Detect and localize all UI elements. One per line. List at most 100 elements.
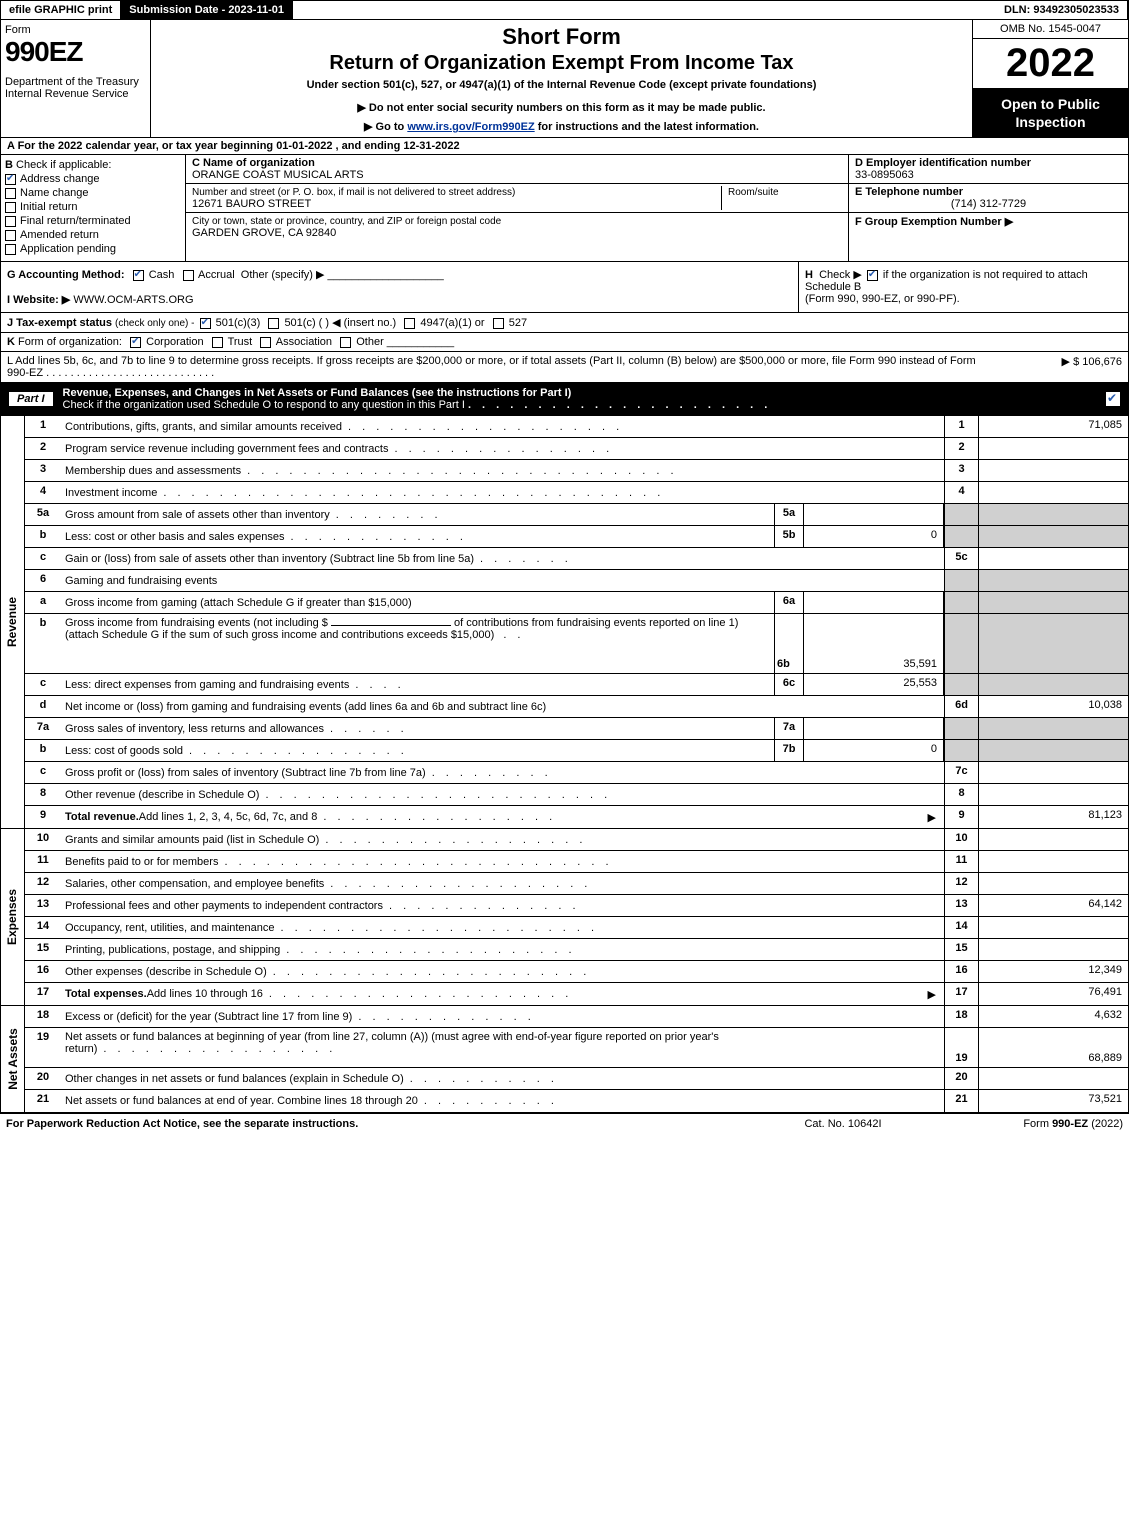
checkbox-trust[interactable] bbox=[212, 337, 223, 348]
line-9: 9Total revenue. Add lines 1, 2, 3, 4, 5c… bbox=[25, 806, 1128, 828]
c-name-label: C Name of organization bbox=[192, 157, 315, 169]
part1-label: Part I bbox=[9, 392, 53, 406]
line-4: 4Investment income. . . . . . . . . . . … bbox=[25, 482, 1128, 504]
line-6a: aGross income from gaming (attach Schedu… bbox=[25, 592, 1128, 614]
h-check-arrow: Check ▶ bbox=[819, 269, 862, 281]
checkbox-name-change[interactable] bbox=[5, 188, 16, 199]
checkbox-527[interactable] bbox=[493, 318, 504, 329]
col-b-check-applicable: B Check if applicable: Address change Na… bbox=[1, 155, 186, 261]
line-3: 3Membership dues and assessments. . . . … bbox=[25, 460, 1128, 482]
label-accrual: Accrual bbox=[198, 269, 235, 281]
checkbox-schedule-o[interactable] bbox=[1106, 392, 1120, 406]
col-def: D Employer identification number 33-0895… bbox=[848, 155, 1128, 261]
line-11: 11Benefits paid to or for members. . . .… bbox=[25, 851, 1128, 873]
form-number: 990EZ bbox=[5, 36, 146, 68]
header-right: OMB No. 1545-0047 2022 Open to Public In… bbox=[973, 20, 1128, 137]
short-form-title: Short Form bbox=[155, 24, 968, 50]
label-other-method: Other (specify) ▶ bbox=[241, 269, 325, 281]
under-section: Under section 501(c), 527, or 4947(a)(1)… bbox=[155, 79, 968, 91]
goto-prefix: ▶ Go to bbox=[364, 121, 407, 133]
website-link[interactable]: WWW.OCM-ARTS.ORG bbox=[73, 294, 193, 306]
expenses-section: Expenses 10Grants and similar amounts pa… bbox=[0, 829, 1129, 1006]
part1-title: Revenue, Expenses, and Changes in Net As… bbox=[63, 387, 1106, 411]
col-c-org-info: C Name of organization ORANGE COAST MUSI… bbox=[186, 155, 848, 261]
label-application-pending: Application pending bbox=[20, 243, 116, 255]
phone-value: (714) 312-7729 bbox=[855, 198, 1122, 210]
tax-year: 2022 bbox=[973, 39, 1128, 89]
checkbox-final-return[interactable] bbox=[5, 216, 16, 227]
d-ein-label: D Employer identification number bbox=[855, 157, 1031, 169]
label-name-change: Name change bbox=[20, 187, 89, 199]
org-name: ORANGE COAST MUSICAL ARTS bbox=[192, 169, 364, 181]
line-20: 20Other changes in net assets or fund ba… bbox=[25, 1068, 1128, 1090]
side-label-net-assets: Net Assets bbox=[1, 1006, 25, 1112]
g-accounting: G Accounting Method: Cash Accrual Other … bbox=[1, 262, 798, 312]
header-left: Form 990EZ Department of the Treasury In… bbox=[1, 20, 151, 137]
irs-link[interactable]: www.irs.gov/Form990EZ bbox=[407, 121, 534, 133]
form-word: Form bbox=[5, 24, 146, 36]
row-l-gross-receipts: L Add lines 5b, 6c, and 7b to line 9 to … bbox=[0, 352, 1129, 383]
street-value: 12671 BAURO STREET bbox=[192, 198, 311, 210]
footer-form-ref: Form 990-EZ (2022) bbox=[943, 1118, 1123, 1130]
l-amount: ▶ $ 106,676 bbox=[982, 355, 1122, 379]
checkbox-cash[interactable] bbox=[133, 270, 144, 281]
line-6b: bGross income from fundraising events (n… bbox=[25, 614, 1128, 674]
goto-suffix: for instructions and the latest informat… bbox=[535, 121, 759, 133]
omb-number: OMB No. 1545-0047 bbox=[973, 20, 1128, 39]
checkbox-corporation[interactable] bbox=[130, 337, 141, 348]
row-j-tax-exempt: J Tax-exempt status (check only one) ‐ 5… bbox=[0, 313, 1129, 333]
line-13: 13Professional fees and other payments t… bbox=[25, 895, 1128, 917]
e-phone-label: E Telephone number bbox=[855, 186, 963, 198]
checkbox-501c3[interactable] bbox=[200, 318, 211, 329]
section-bcdef: B Check if applicable: Address change Na… bbox=[0, 155, 1129, 262]
checkbox-4947[interactable] bbox=[404, 318, 415, 329]
line-5a: 5aGross amount from sale of assets other… bbox=[25, 504, 1128, 526]
street-label: Number and street (or P. O. box, if mail… bbox=[192, 187, 515, 198]
line-18: 18Excess or (deficit) for the year (Subt… bbox=[25, 1006, 1128, 1028]
checkbox-amended-return[interactable] bbox=[5, 230, 16, 241]
h-form-list: (Form 990, 990-EZ, or 990-PF). bbox=[805, 293, 960, 305]
label-501c: 501(c) ( ) ◀ (insert no.) bbox=[284, 317, 396, 329]
row-a-calendar-year: A For the 2022 calendar year, or tax yea… bbox=[0, 138, 1129, 155]
ein-value: 33-0895063 bbox=[855, 169, 914, 181]
checkbox-other-org[interactable] bbox=[340, 337, 351, 348]
checkbox-initial-return[interactable] bbox=[5, 202, 16, 213]
b-label: B bbox=[5, 159, 13, 171]
efile-link[interactable]: efile GRAPHIC print bbox=[1, 1, 121, 19]
part1-header: Part I Revenue, Expenses, and Changes in… bbox=[0, 383, 1129, 416]
line-16: 16Other expenses (describe in Schedule O… bbox=[25, 961, 1128, 983]
line-12: 12Salaries, other compensation, and empl… bbox=[25, 873, 1128, 895]
checkbox-501c[interactable] bbox=[268, 318, 279, 329]
dln: DLN: 93492305023533 bbox=[996, 1, 1128, 19]
line-14: 14Occupancy, rent, utilities, and mainte… bbox=[25, 917, 1128, 939]
line-6: 6Gaming and fundraising events bbox=[25, 570, 1128, 592]
footer-cat-no: Cat. No. 10642I bbox=[743, 1118, 943, 1130]
form-header: Form 990EZ Department of the Treasury In… bbox=[0, 20, 1129, 138]
checkbox-association[interactable] bbox=[260, 337, 271, 348]
line-2: 2Program service revenue including gover… bbox=[25, 438, 1128, 460]
line-17: 17Total expenses. Add lines 10 through 1… bbox=[25, 983, 1128, 1005]
line-7c: cGross profit or (loss) from sales of in… bbox=[25, 762, 1128, 784]
i-website-label: I Website: ▶ bbox=[7, 294, 70, 306]
line-21: 21Net assets or fund balances at end of … bbox=[25, 1090, 1128, 1112]
check-if-applicable: Check if applicable: bbox=[16, 159, 111, 171]
net-assets-section: Net Assets 18Excess or (deficit) for the… bbox=[0, 1006, 1129, 1113]
side-label-revenue: Revenue bbox=[1, 416, 25, 828]
h-label: H bbox=[805, 269, 813, 281]
ssn-warning: ▶ Do not enter social security numbers o… bbox=[155, 101, 968, 114]
label-cash: Cash bbox=[149, 269, 175, 281]
checkbox-address-change[interactable] bbox=[5, 174, 16, 185]
label-527: 527 bbox=[509, 317, 527, 329]
checkbox-application-pending[interactable] bbox=[5, 244, 16, 255]
label-initial-return: Initial return bbox=[20, 201, 77, 213]
line-6c: cLess: direct expenses from gaming and f… bbox=[25, 674, 1128, 696]
line-8: 8Other revenue (describe in Schedule O).… bbox=[25, 784, 1128, 806]
h-schedule-b: H Check ▶ if the organization is not req… bbox=[798, 262, 1128, 312]
label-4947: 4947(a)(1) or bbox=[420, 317, 484, 329]
city-value: GARDEN GROVE, CA 92840 bbox=[192, 227, 336, 239]
goto-line: ▶ Go to www.irs.gov/Form990EZ for instru… bbox=[155, 120, 968, 133]
footer-paperwork: For Paperwork Reduction Act Notice, see … bbox=[6, 1118, 743, 1130]
checkbox-accrual[interactable] bbox=[183, 270, 194, 281]
label-final-return: Final return/terminated bbox=[20, 215, 131, 227]
checkbox-schedule-b[interactable] bbox=[867, 270, 878, 281]
